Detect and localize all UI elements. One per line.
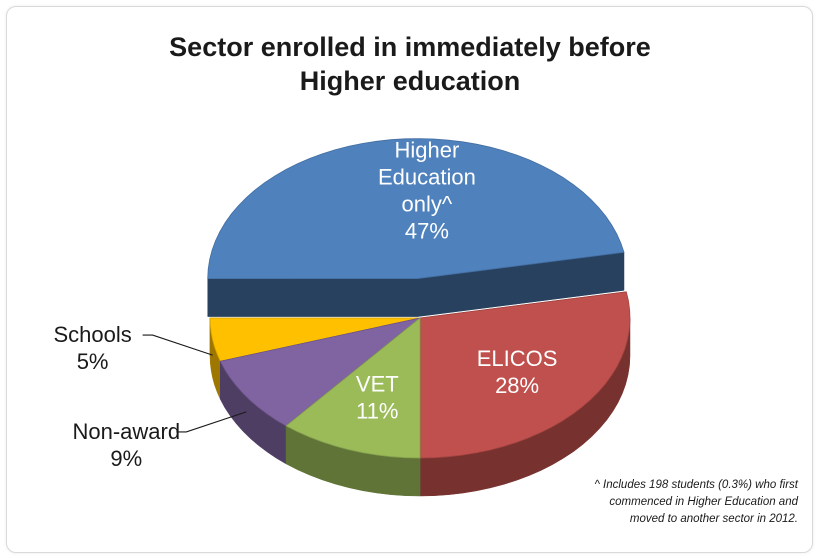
slice-label-schools: Schools [53,322,131,347]
slice-top-face [219,317,421,427]
slice-label-higher-education-only: only^ [402,191,453,216]
slice-label-vet: VET [356,372,399,397]
leader-line-schools [142,334,213,356]
slice-top-face [419,291,631,459]
footnote-line: moved to another sector in 2012. [630,513,798,525]
slice-side-wall [207,278,418,317]
slice-top-face [207,138,625,280]
slice-label-vet: 11% [356,399,398,424]
slice-elicos [419,291,631,497]
footnote-line: commenced in Higher Education and [609,496,798,508]
chart-title-line: Sector enrolled in immediately before [169,32,651,62]
leader-line-non-award [176,411,247,433]
slice-label-non-award: 9% [110,446,142,471]
slice-label-elicos: 28% [495,373,539,398]
slice-higher-education-only [207,138,625,317]
slice-label-non-award: Non-award [72,419,180,444]
slice-vet [285,317,421,497]
chart-title-line: Higher education [300,66,521,96]
footnote-line: ^ Includes 198 students (0.3%) who first [594,479,798,491]
slice-label-higher-education-only: 47% [405,218,449,243]
slice-top-face [209,317,421,362]
slice-label-higher-education-only: Education [378,164,476,189]
slice-label-elicos: ELICOS [477,346,558,371]
slice-label-higher-education-only: Higher [394,137,459,162]
slice-label-schools: 5% [77,349,109,374]
slice-top-face [285,317,421,459]
